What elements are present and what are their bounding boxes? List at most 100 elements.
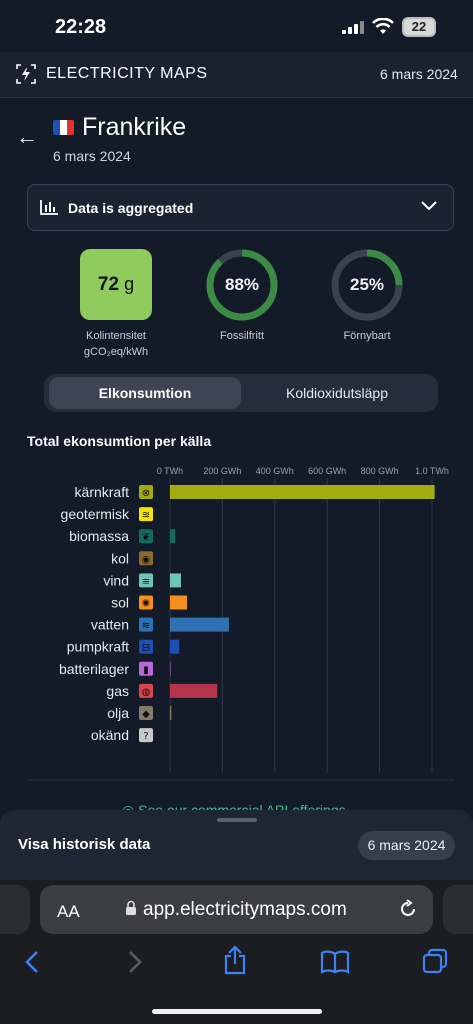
history-date-button[interactable]: 6 mars 2024 bbox=[358, 831, 455, 860]
status-bar bbox=[0, 0, 473, 52]
oil-icon bbox=[139, 706, 153, 720]
category-label: olja bbox=[107, 705, 129, 721]
previous-tab-preview[interactable] bbox=[0, 885, 30, 934]
pumped-storage-icon-glyph: ⊟ bbox=[142, 643, 150, 654]
carbon-intensity-unit-label: gCO₂eq/kWh bbox=[83, 346, 149, 358]
wind-icon-glyph: ≡ bbox=[142, 576, 150, 587]
sheet-handle[interactable] bbox=[217, 818, 257, 822]
carbon-intensity-label: Kolintensitet gCO₂eq/kWh bbox=[66, 328, 166, 360]
x-tick-label: 600 GWh bbox=[308, 466, 346, 476]
reader-settings-button[interactable]: AA bbox=[57, 902, 80, 921]
category-label: kol bbox=[111, 550, 129, 566]
hydro-icon-glyph: ≋ bbox=[142, 621, 150, 632]
bar-batterilager[interactable] bbox=[170, 661, 171, 676]
zone-date: 6 mars 2024 bbox=[53, 148, 131, 164]
url-text: app.electricitymaps.com bbox=[143, 899, 347, 920]
battery-icon: 22 bbox=[402, 17, 436, 37]
geothermal-icon-glyph: ≋ bbox=[142, 510, 150, 521]
category-label: vatten bbox=[91, 617, 129, 633]
unknown-icon-glyph: ? bbox=[143, 731, 148, 742]
consumption-bar-chart: 0 TWh 200 GWh 400 GWh 600 GWh 800 GWh 1.0 TWh… bbox=[27, 466, 454, 781]
biomass-icon bbox=[139, 529, 153, 544]
gas-icon-glyph: ◍ bbox=[142, 687, 151, 698]
bar-sol[interactable] bbox=[170, 595, 188, 610]
bar-gas[interactable] bbox=[170, 683, 218, 698]
bar-pumpkraft[interactable] bbox=[170, 639, 180, 654]
carbon-intensity-box: 72 g bbox=[80, 249, 152, 320]
address-bar[interactable] bbox=[40, 885, 433, 934]
tab-consumption[interactable]: Elkonsumtion bbox=[49, 377, 241, 409]
fossil-free-value: 88% bbox=[224, 275, 260, 294]
wifi-icon bbox=[372, 18, 394, 34]
pumped-storage-icon bbox=[139, 639, 153, 654]
gas-icon bbox=[139, 683, 153, 698]
cellular-signal-icon bbox=[342, 21, 364, 34]
battery-icon-glyph: ▮ bbox=[143, 665, 149, 676]
fossil-free-ring bbox=[206, 249, 278, 321]
category-label: sol bbox=[111, 595, 129, 611]
category-label: kärnkraft bbox=[75, 484, 130, 500]
wind-icon bbox=[139, 573, 153, 588]
solar-icon bbox=[139, 595, 153, 610]
x-tick-label: 200 GWh bbox=[203, 466, 241, 476]
category-label: pumpkraft bbox=[67, 639, 129, 655]
x-tick-label: 0 TWh bbox=[157, 466, 183, 476]
x-tick-label: 1.0 TWh bbox=[415, 466, 449, 476]
brand-name: ELECTRICITY MAPS bbox=[46, 65, 208, 82]
reload-icon[interactable] bbox=[398, 899, 418, 919]
geothermal-icon bbox=[139, 507, 153, 522]
share-icon[interactable] bbox=[223, 945, 247, 975]
biomass-icon-glyph: ❦ bbox=[142, 532, 150, 543]
bar-vind[interactable] bbox=[170, 573, 182, 588]
bar-kärnkraft[interactable] bbox=[170, 485, 435, 499]
header-date: 6 mars 2024 bbox=[380, 66, 458, 82]
aggregation-label: Data is aggregated bbox=[68, 200, 194, 216]
chart-title: Total ekonsumtion per källa bbox=[27, 433, 212, 449]
hydro-icon bbox=[139, 617, 153, 632]
bar-vatten[interactable] bbox=[170, 617, 229, 632]
forward-chevron-icon[interactable] bbox=[127, 950, 143, 974]
renewable-label: Förnybart bbox=[343, 330, 391, 342]
bar-olja[interactable] bbox=[170, 706, 172, 720]
back-chevron-icon[interactable] bbox=[24, 950, 40, 974]
category-label: geotermisk bbox=[61, 506, 130, 522]
x-tick-label: 800 GWh bbox=[361, 466, 399, 476]
nuclear-icon bbox=[139, 485, 153, 499]
coal-icon bbox=[139, 551, 153, 566]
electricity-maps-logo-icon bbox=[16, 64, 36, 84]
aggregation-dropdown[interactable] bbox=[27, 184, 454, 231]
france-flag-icon bbox=[53, 120, 74, 135]
coal-icon-glyph: ◉ bbox=[142, 554, 151, 565]
history-label: Visa historisk data bbox=[18, 836, 151, 853]
carbon-intensity-unit: g bbox=[124, 274, 135, 294]
category-label: batterilager bbox=[59, 661, 129, 677]
renewable-value: 25% bbox=[349, 275, 385, 294]
carbon-intensity-value: 72 bbox=[97, 274, 120, 295]
fossil-free-label: Fossilfritt bbox=[220, 330, 264, 342]
zone-name: Frankrike bbox=[82, 113, 187, 141]
status-time: 22:28 bbox=[55, 16, 107, 38]
tab-emissions[interactable]: Koldioxidutsläpp bbox=[286, 385, 388, 401]
home-indicator bbox=[152, 1009, 322, 1014]
next-tab-preview[interactable] bbox=[443, 885, 473, 934]
x-tick-label: 400 GWh bbox=[256, 466, 294, 476]
renewable-ring bbox=[331, 249, 403, 321]
unknown-icon bbox=[139, 728, 153, 743]
oil-icon-glyph: ◆ bbox=[142, 709, 150, 720]
category-label: biomassa bbox=[69, 528, 129, 544]
chevron-down-icon[interactable] bbox=[420, 200, 438, 212]
bookmarks-icon[interactable] bbox=[320, 950, 350, 974]
nuclear-icon-glyph: ⊗ bbox=[142, 488, 150, 499]
tabs-icon[interactable] bbox=[422, 948, 448, 974]
carbon-intensity-label-line1: Kolintensitet bbox=[86, 330, 146, 342]
bar-chart-icon bbox=[40, 200, 58, 215]
battery-icon bbox=[139, 661, 153, 676]
category-label: okänd bbox=[91, 727, 129, 743]
lock-icon bbox=[126, 900, 136, 915]
back-arrow-icon[interactable]: ← bbox=[16, 124, 38, 149]
category-label: vind bbox=[103, 572, 129, 588]
app-header bbox=[0, 52, 473, 98]
bar-biomassa[interactable] bbox=[170, 529, 176, 544]
category-label: gas bbox=[106, 683, 129, 699]
solar-icon-glyph: ✺ bbox=[142, 599, 150, 610]
